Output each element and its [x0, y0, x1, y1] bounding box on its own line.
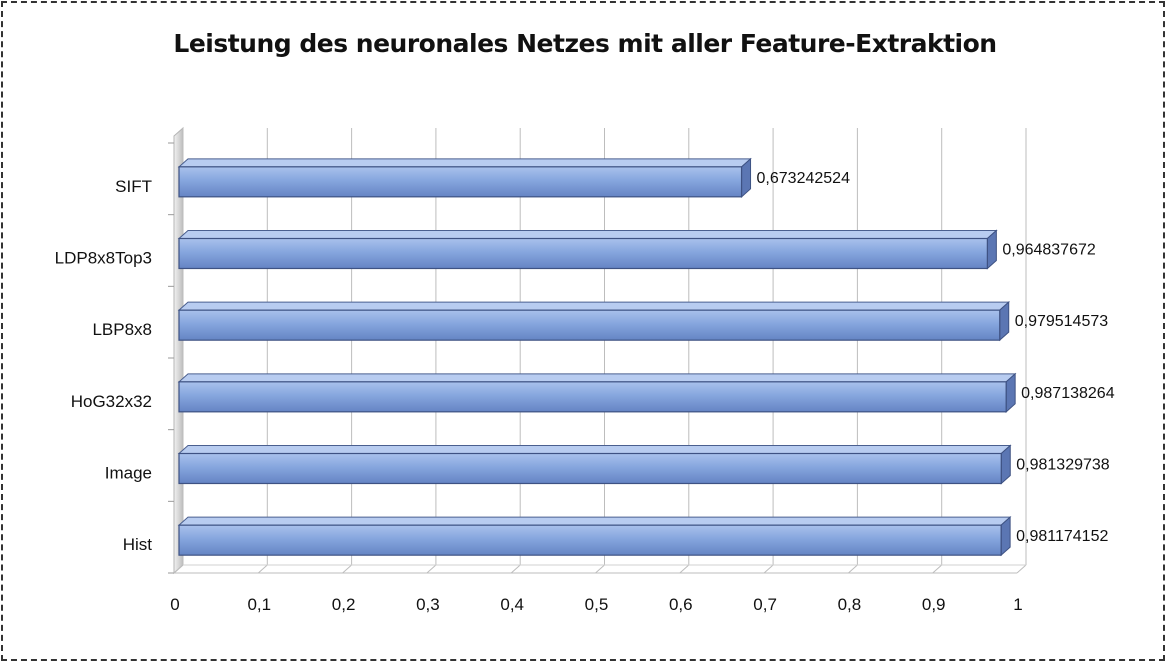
bar-front-face	[178, 166, 743, 198]
x-tick-label: 0,1	[247, 595, 271, 614]
bar-top-face	[177, 301, 1011, 311]
category-label-image: Image	[105, 464, 152, 483]
value-label-lbp8x8: 0,979514573	[1015, 313, 1109, 330]
grid-floor-line	[848, 564, 858, 574]
x-tick-label: 0,4	[500, 595, 524, 614]
category-label-ldp8x8top3: LDP8x8Top3	[55, 249, 152, 268]
value-label-ldp8x8top3: 0,964837672	[1002, 242, 1096, 259]
x-tick-label: 0,9	[922, 595, 946, 614]
category-labels: Hist Image HoG32x32 LBP8x8 LDP8x8Top3 SIFT	[55, 177, 153, 554]
value-label-sift: 0,673242524	[757, 170, 851, 187]
category-label-sift: SIFT	[115, 177, 152, 196]
x-tick-label: 0,7	[753, 595, 777, 614]
bar-front-face	[178, 237, 988, 270]
x-tick-label: 0,2	[332, 595, 356, 614]
bar-ldp8x8top3	[177, 229, 998, 270]
bar-hist	[177, 516, 1012, 557]
bar-sift	[177, 157, 752, 198]
bar-top-face	[177, 516, 1012, 526]
bar-lbp8x8	[177, 301, 1011, 342]
category-label-lbp8x8: LBP8x8	[92, 320, 152, 339]
grid-floor-line	[763, 564, 774, 574]
bar-top-face	[177, 373, 1017, 383]
value-label-hist: 0,981174152	[1016, 528, 1108, 545]
grid-floor-line	[426, 564, 437, 574]
x-tick-label: 0,5	[585, 595, 609, 614]
bar-top-face	[177, 158, 752, 168]
bar-top-face	[177, 445, 1012, 454]
x-tick-label: 0	[170, 595, 179, 614]
value-label-hog32x32: 0,987138264	[1021, 385, 1115, 402]
grid-floor-line	[257, 564, 268, 574]
grid-floor-line	[1016, 564, 1027, 574]
grid-floor-line	[342, 564, 352, 574]
x-tick-label: 1	[1013, 595, 1022, 614]
bar-top-face	[177, 230, 998, 239]
bar-hog32x32	[177, 372, 1017, 413]
x-tick-label: 0,3	[416, 595, 440, 614]
bar-front-face	[178, 381, 1007, 413]
grid-floor-line	[173, 564, 184, 574]
bar-front-face	[178, 309, 1001, 341]
category-label-hist: Hist	[123, 535, 153, 554]
grid-floor-line	[595, 564, 605, 574]
grid-floor-line	[932, 564, 943, 574]
value-label-image: 0,981329738	[1016, 457, 1110, 474]
x-tick-label: 0,8	[838, 595, 862, 614]
grid-lines	[173, 128, 1027, 574]
bars	[177, 157, 1017, 557]
bar-front-face	[178, 524, 1002, 556]
value-labels: 0,981174152 0,981329738 0,987138264 0,97951…	[757, 170, 1115, 545]
bar-image	[177, 444, 1012, 485]
x-tick-labels: 0 0,1 0,2 0,3 0,4 0,5 0,6 0,7 0,8 0,9 1	[170, 595, 1022, 614]
category-label-hog32x32: HoG32x32	[71, 392, 152, 411]
chart-title: Leistung des neuronales Netzes mit aller…	[173, 29, 997, 58]
bar-front-face	[178, 452, 1002, 485]
x-tick-label: 0,6	[669, 595, 693, 614]
grid-floor-line	[679, 564, 690, 574]
grid-floor-line	[510, 564, 521, 574]
